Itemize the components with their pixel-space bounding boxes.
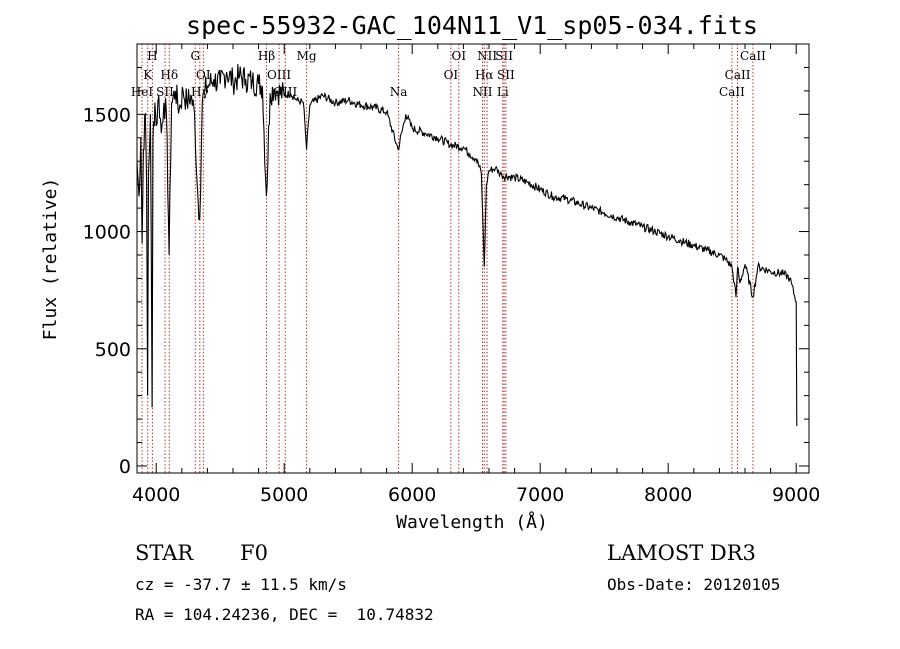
- x-tick-label: 4000: [132, 484, 180, 506]
- line-label: Li: [497, 85, 509, 99]
- line-label: G: [190, 49, 200, 63]
- x-tick-label: 5000: [260, 484, 308, 506]
- x-tick-label: 7000: [516, 484, 564, 506]
- line-marker-group: HKHeIHδSIIGOIHγHβOIIIOIIIMgNaOIOINIIHαNI…: [131, 44, 766, 473]
- y-tick-label: 1000: [83, 222, 131, 244]
- survey-name: LAMOST DR3: [607, 541, 756, 565]
- object-type: STAR: [135, 541, 194, 565]
- coordinates: RA = 104.24236, DEC = 10.74832: [135, 605, 434, 624]
- y-tick-label: 0: [119, 456, 131, 478]
- line-label: Hγ: [191, 85, 209, 99]
- line-label: SII: [156, 85, 174, 99]
- line-label: Na: [390, 85, 408, 99]
- y-axis-label: Flux (relative): [40, 178, 61, 341]
- observation-date: Obs-Date: 20120105: [607, 575, 781, 594]
- y-tick-label: 500: [95, 339, 131, 361]
- line-label: NII: [472, 85, 492, 99]
- line-label: SII: [497, 68, 515, 82]
- line-label: Hδ: [160, 68, 178, 82]
- line-label: OI: [196, 68, 211, 82]
- line-label: SII: [495, 49, 513, 63]
- chart-title: spec-55932-GAC_104N11_V1_sp05-034.fits: [186, 11, 758, 40]
- line-label: CaII: [719, 85, 745, 99]
- x-tick-label: 8000: [644, 484, 692, 506]
- x-tick-label: 6000: [388, 484, 436, 506]
- line-label: H: [147, 49, 157, 63]
- x-axis-label: Wavelength (Å): [396, 511, 548, 533]
- x-tick-label: 9000: [772, 484, 820, 506]
- plot-frame: [136, 43, 810, 474]
- line-label: HeI: [131, 85, 154, 99]
- x-axis: 4000 5000 6000 7000 8000 9000: [132, 44, 820, 506]
- spectrum-series-line: [136, 64, 798, 427]
- spectral-subclass: F0: [240, 541, 268, 565]
- line-label: K: [143, 68, 153, 82]
- line-label: Hα: [475, 68, 494, 82]
- line-label: Mg: [297, 49, 317, 63]
- line-label: OI: [452, 49, 467, 63]
- line-label: CaII: [725, 68, 751, 82]
- line-label: CaII: [740, 49, 766, 63]
- redshift-value: cz = -37.7 ± 11.5 km/s: [135, 575, 347, 594]
- y-axis: 0 500 1000 1500: [83, 66, 809, 478]
- y-tick-label: 1500: [83, 104, 131, 126]
- line-label: OIII: [267, 68, 291, 82]
- line-label: OI: [444, 68, 459, 82]
- line-label: Hβ: [258, 49, 275, 63]
